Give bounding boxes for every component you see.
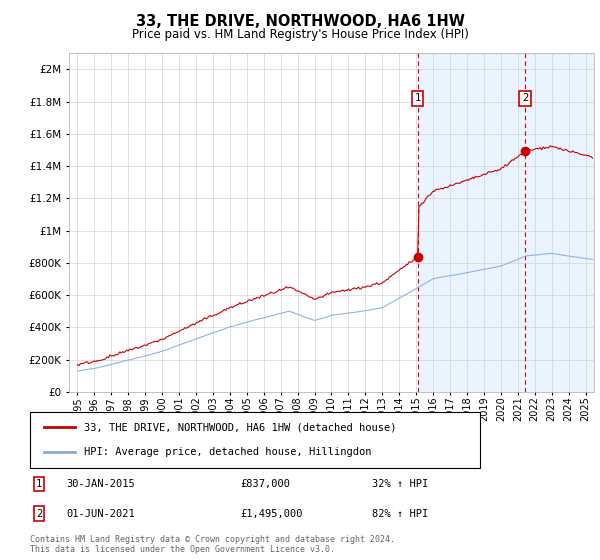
Text: HPI: Average price, detached house, Hillingdon: HPI: Average price, detached house, Hill…: [84, 447, 371, 457]
Text: Contains HM Land Registry data © Crown copyright and database right 2024.
This d: Contains HM Land Registry data © Crown c…: [30, 535, 395, 554]
Text: 30-JAN-2015: 30-JAN-2015: [66, 479, 135, 489]
Text: 2: 2: [522, 94, 528, 104]
Text: 1: 1: [36, 479, 42, 489]
Text: 33, THE DRIVE, NORTHWOOD, HA6 1HW: 33, THE DRIVE, NORTHWOOD, HA6 1HW: [136, 14, 464, 29]
Text: 01-JUN-2021: 01-JUN-2021: [66, 508, 135, 519]
Text: 82% ↑ HPI: 82% ↑ HPI: [372, 508, 428, 519]
Bar: [418, 53, 594, 392]
Text: 33, THE DRIVE, NORTHWOOD, HA6 1HW (detached house): 33, THE DRIVE, NORTHWOOD, HA6 1HW (detac…: [84, 422, 397, 432]
Text: Price paid vs. HM Land Registry's House Price Index (HPI): Price paid vs. HM Land Registry's House …: [131, 28, 469, 41]
Text: 32% ↑ HPI: 32% ↑ HPI: [372, 479, 428, 489]
Text: 2: 2: [36, 508, 42, 519]
Text: 1: 1: [415, 94, 421, 104]
Text: £1,495,000: £1,495,000: [240, 508, 302, 519]
Text: £837,000: £837,000: [240, 479, 290, 489]
FancyBboxPatch shape: [30, 412, 480, 468]
